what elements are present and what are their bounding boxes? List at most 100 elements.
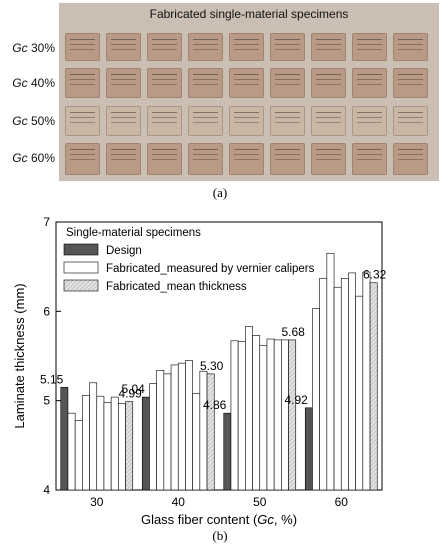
specimen-tile: [270, 68, 305, 98]
row-label-var: Gc: [12, 114, 28, 128]
bar-measured: [74, 420, 83, 491]
bar-measured: [192, 393, 201, 491]
bar-mean: [206, 373, 215, 491]
bar-measured: [273, 339, 282, 491]
plot-frame: [55, 221, 383, 491]
x-axis-label-var: Gc: [257, 512, 274, 527]
bar-measured: [259, 344, 268, 491]
row-label-pct: 50%: [27, 114, 55, 128]
data-labels-group: 5.15 4.995.04 5.30 4.86 5.68 4.92 6.32: [40, 268, 387, 412]
bar-design: [304, 407, 313, 491]
photo-title: Fabricated single-material specimens: [149, 7, 349, 21]
bar-measured: [237, 341, 246, 491]
legend-swatch: [63, 243, 99, 256]
specimen-tile: [270, 33, 305, 61]
row-label-0: Gc 30%: [3, 41, 55, 55]
thickness-bar-chart: 4 5 6 7 30 40 50 60 Glass fiber content (Gc, %) L…: [12, 215, 387, 527]
bar-measured: [82, 395, 90, 491]
bars-group: [60, 252, 378, 491]
bar-mean: [288, 339, 297, 491]
row-label-var: Gc: [12, 76, 28, 90]
bar-measured: [67, 412, 76, 491]
y-tick-label: 4: [43, 483, 50, 497]
specimen-tile: [352, 106, 387, 136]
bar-measured: [89, 382, 98, 491]
bar-design: [60, 386, 69, 491]
specimen-tile: [188, 33, 223, 61]
y-axis-label: Laminate thickness (mm): [12, 283, 27, 428]
specimen-tile: [352, 33, 387, 61]
y-tick-label: 6: [43, 304, 50, 318]
bar-measured: [199, 370, 208, 491]
specimen-photo: Fabricated single-material specimens Gc …: [12, 3, 439, 181]
legend-swatch: [63, 279, 99, 292]
bar-measured: [355, 295, 364, 491]
bar-measured: [170, 364, 179, 491]
bar-measured: [96, 395, 105, 491]
x-axis-label-prefix: Glass fiber content (: [141, 512, 258, 527]
specimen-tile: [188, 143, 223, 175]
bar-measured: [103, 402, 112, 491]
bar-measured: [156, 369, 165, 491]
specimen-tile: [352, 68, 387, 98]
specimen-tile: [393, 106, 428, 136]
specimen-tile: [352, 143, 387, 175]
bar-design: [141, 396, 150, 491]
x-tick-label: 40: [172, 495, 186, 509]
specimen-tile: [147, 143, 182, 175]
specimen-tile: [393, 68, 428, 98]
legend-label: Design: [106, 245, 142, 257]
specimen-tile: [393, 33, 428, 61]
bar-measured: [149, 383, 157, 491]
x-tick-label: 50: [253, 495, 267, 509]
y-tick-label: 5: [43, 394, 50, 408]
bar-mean: [369, 282, 378, 491]
row-label-3: Gc 60%: [3, 151, 55, 165]
specimen-tile: [229, 143, 264, 175]
x-axis-label: Glass fiber content (Gc, %): [141, 512, 297, 527]
bar-measured: [177, 362, 186, 491]
specimen-tile: [188, 106, 223, 136]
row-label-pct: 40%: [27, 76, 55, 90]
plot-area: 4 5 6 7 30 40 50 60 Glass fiber content (Gc, %) L…: [12, 215, 383, 527]
row-label-var: Gc: [12, 151, 28, 165]
specimen-tile: [229, 68, 264, 98]
specimen-tile: [229, 33, 264, 61]
mean-value-label: 4.99: [118, 387, 142, 401]
specimen-tile: [106, 106, 141, 136]
specimen-tile: [393, 143, 428, 175]
row-label-1: Gc 40%: [3, 76, 55, 90]
bar-mean: [125, 401, 134, 491]
caption-b: (b): [212, 528, 228, 543]
specimen-tile: [229, 106, 264, 136]
legend-label: Fabricated_mean thickness: [106, 281, 247, 293]
bar-measured: [340, 277, 349, 491]
bar-measured: [281, 339, 289, 491]
specimen-tile: [147, 106, 182, 136]
bar-measured: [312, 308, 320, 491]
bar-design: [223, 412, 232, 491]
design-value-label: 5.04: [121, 382, 145, 396]
specimen-tile: [311, 68, 346, 98]
specimen-tile: [106, 33, 141, 61]
bar-measured: [230, 340, 239, 491]
legend-label: Fabricated_measured by vernier calipers: [106, 263, 315, 275]
specimen-tile: [188, 68, 223, 98]
caption-a: (a): [212, 185, 228, 200]
row-label-pct: 60%: [27, 151, 55, 165]
specimen-tile: [147, 68, 182, 98]
bar-measured: [185, 360, 193, 491]
specimen-tile: [65, 143, 100, 175]
bar-measured: [333, 286, 342, 491]
bar-measured: [362, 271, 371, 491]
design-value-label: 5.15: [40, 372, 64, 386]
x-tick-label: 30: [90, 495, 104, 509]
specimen-tile: [270, 143, 305, 175]
bar-measured: [110, 396, 119, 491]
row-label-var: Gc: [12, 41, 28, 55]
y-tick-label: 7: [43, 215, 50, 229]
legend: Single-material specimens Design Fabricate…: [63, 227, 315, 293]
specimen-tile: [311, 143, 346, 175]
bar-measured: [266, 338, 275, 491]
specimen-tile: [311, 106, 346, 136]
